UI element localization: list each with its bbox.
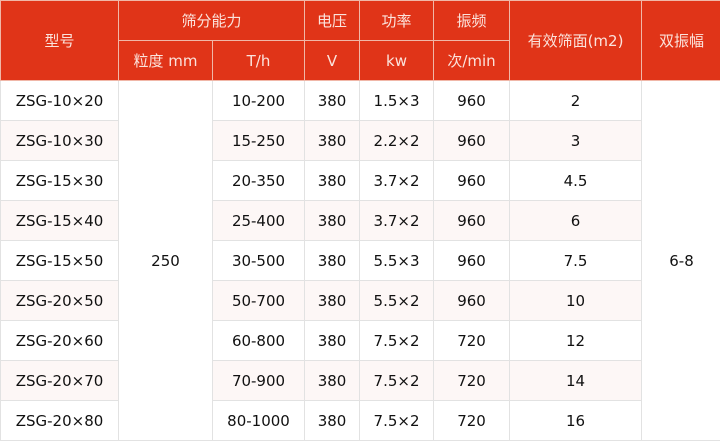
- cell-granularity: 250: [118, 80, 213, 441]
- cell-voltage: 380: [304, 80, 361, 121]
- cell-throughput: 60-800: [211, 320, 306, 361]
- cell-frequency: 720: [433, 320, 511, 361]
- table-row: ZSG-20×70 70-900 380 7.5×2 720 14: [0, 360, 720, 401]
- cell-frequency: 720: [433, 400, 511, 441]
- cell-power: 2.2×2: [359, 120, 435, 161]
- cell-screen-area: 12: [509, 320, 643, 361]
- header-screen-area: 有效筛面(m2): [509, 0, 643, 81]
- cell-model: ZSG-20×80: [0, 400, 119, 441]
- table-row: ZSG-15×40 25-400 380 3.7×2 960 6: [0, 200, 720, 241]
- cell-screen-area: 14: [509, 360, 643, 401]
- cell-power: 3.7×2: [359, 160, 435, 201]
- cell-voltage: 380: [304, 280, 361, 321]
- header-power: 功率: [359, 0, 435, 41]
- cell-voltage: 380: [304, 200, 361, 241]
- cell-voltage: 380: [304, 240, 361, 281]
- cell-voltage: 380: [304, 400, 361, 441]
- header-capacity: 筛分能力: [117, 0, 306, 41]
- table-row: ZSG-10×30 15-250 380 2.2×2 960 3: [0, 120, 720, 161]
- cell-screen-area: 4.5: [509, 160, 643, 201]
- cell-throughput: 25-400: [211, 200, 306, 241]
- cell-model: ZSG-20×60: [0, 320, 119, 361]
- cell-model: ZSG-10×30: [0, 120, 119, 161]
- cell-throughput: 20-350: [211, 160, 306, 201]
- cell-voltage: 380: [304, 160, 361, 201]
- table-row: ZSG-10×20 250 10-200 380 1.5×3 960 2 6-8: [0, 80, 720, 441]
- table-row: ZSG-20×60 60-800 380 7.5×2 720 12: [0, 320, 720, 361]
- cell-power: 7.5×2: [359, 320, 435, 361]
- header-model: 型号: [0, 0, 119, 81]
- table-row: ZSG-20×50 50-700 380 5.5×2 960 10: [0, 280, 720, 321]
- cell-amplitude: 6-8: [641, 80, 720, 441]
- table-body: ZSG-10×20 250 10-200 380 1.5×3 960 2 6-8 ZSG-10×…: [0, 80, 720, 441]
- cell-frequency: 720: [433, 360, 511, 401]
- table-row: ZSG-15×50 30-500 380 5.5×3 960 7.5: [0, 240, 720, 281]
- cell-throughput: 10-200: [211, 80, 306, 121]
- cell-model: ZSG-15×50: [0, 240, 119, 281]
- cell-power: 7.5×2: [359, 400, 435, 441]
- header-throughput: T/h: [211, 40, 306, 81]
- cell-power: 7.5×2: [359, 360, 435, 401]
- cell-model: ZSG-20×70: [0, 360, 119, 401]
- cell-model: ZSG-15×30: [0, 160, 119, 201]
- cell-screen-area: 16: [509, 400, 643, 441]
- header-amplitude: 双振幅: [641, 0, 720, 81]
- cell-frequency: 960: [433, 280, 511, 321]
- header-voltage-unit: V: [304, 40, 361, 81]
- table-row: ZSG-15×30 20-350 380 3.7×2 960 4.5: [0, 160, 720, 201]
- header-frequency-unit: 次/min: [433, 40, 511, 81]
- header-power-unit: kw: [359, 40, 435, 81]
- cell-screen-area: 10: [509, 280, 643, 321]
- cell-power: 3.7×2: [359, 200, 435, 241]
- cell-voltage: 380: [304, 120, 361, 161]
- cell-throughput: 15-250: [211, 120, 306, 161]
- table-row: ZSG-20×80 80-1000 380 7.5×2 720 16: [0, 400, 720, 441]
- cell-screen-area: 2: [509, 80, 643, 121]
- header-granularity: 粒度 mm: [118, 40, 213, 81]
- cell-screen-area: 6: [509, 200, 643, 241]
- cell-throughput: 70-900: [211, 360, 306, 401]
- cell-model: ZSG-10×20: [0, 80, 119, 121]
- cell-screen-area: 3: [509, 120, 643, 161]
- cell-model: ZSG-15×40: [0, 200, 119, 241]
- cell-frequency: 960: [433, 200, 511, 241]
- cell-throughput: 80-1000: [211, 400, 306, 441]
- cell-frequency: 960: [433, 240, 511, 281]
- cell-frequency: 960: [433, 160, 511, 201]
- header-frequency: 振频: [433, 0, 511, 41]
- cell-frequency: 960: [433, 120, 511, 161]
- cell-screen-area: 7.5: [509, 240, 643, 281]
- cell-power: 5.5×3: [359, 240, 435, 281]
- header-voltage: 电压: [304, 0, 361, 41]
- cell-throughput: 30-500: [211, 240, 306, 281]
- cell-power: 5.5×2: [359, 280, 435, 321]
- cell-throughput: 50-700: [211, 280, 306, 321]
- cell-voltage: 380: [304, 320, 361, 361]
- cell-model: ZSG-20×50: [0, 280, 119, 321]
- cell-frequency: 960: [433, 80, 511, 121]
- cell-voltage: 380: [304, 360, 361, 401]
- cell-power: 1.5×3: [359, 80, 435, 121]
